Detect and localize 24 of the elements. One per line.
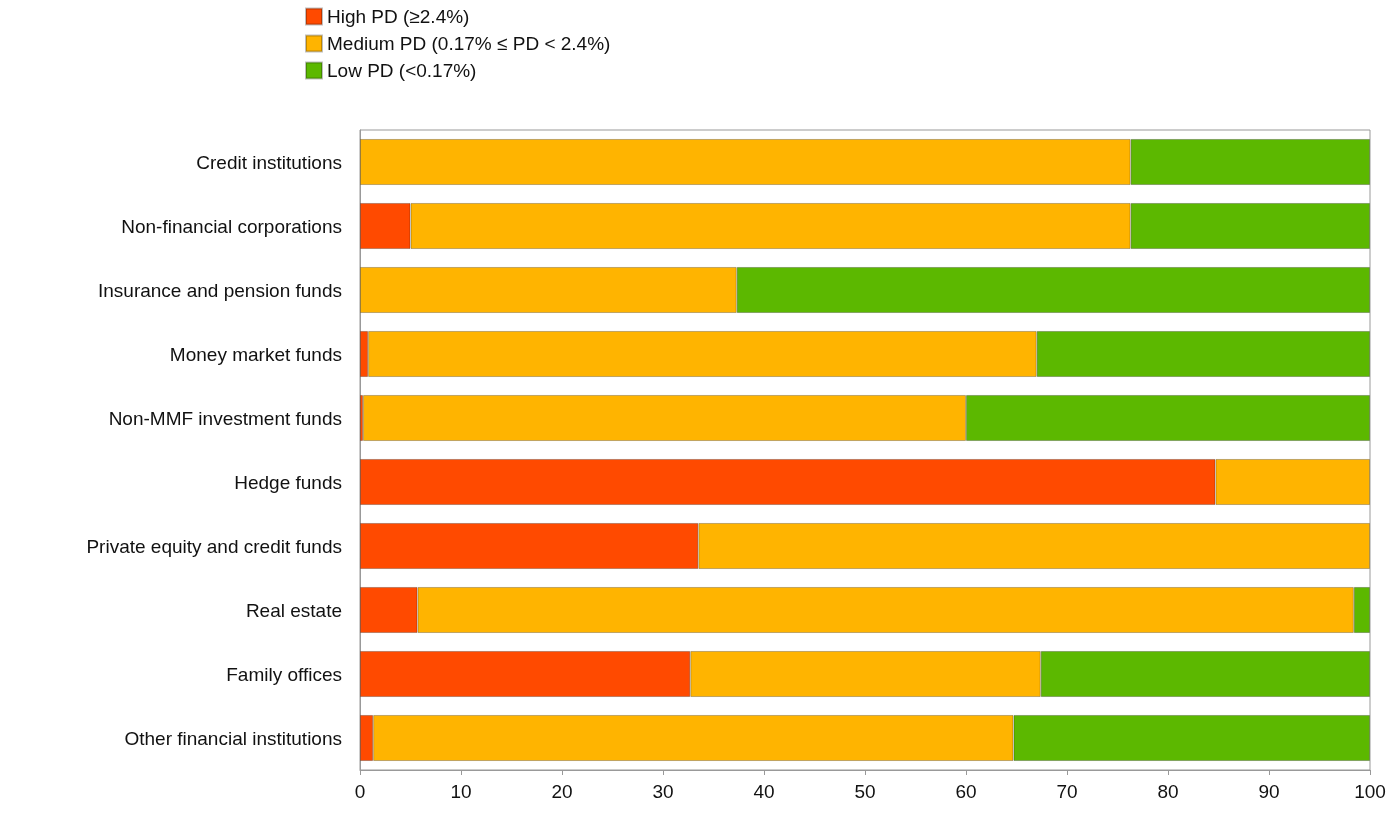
x-tick-label: 10 — [450, 781, 472, 802]
y-tick-label: Other financial institutions — [124, 727, 342, 749]
x-tick-label: 0 — [354, 781, 366, 802]
x-tick-label: 50 — [854, 781, 876, 802]
y-tick-label: Family offices — [226, 663, 342, 685]
y-tick-label: Non-MMF investment funds — [108, 407, 342, 429]
x-tick-label: 60 — [955, 781, 977, 802]
y-tick-label: Insurance and pension funds — [97, 279, 342, 301]
x-tick-label: 90 — [1258, 781, 1280, 802]
legend-label: Medium PD (0.17% ≤ PD < 2.4%) — [327, 33, 611, 54]
y-tick-label: Hedge funds — [234, 471, 342, 493]
x-tick-label: 30 — [652, 781, 674, 802]
x-tick-label: 70 — [1056, 781, 1078, 802]
legend-label: High PD (≥2.4%) — [327, 6, 470, 27]
x-tick-label: 20 — [551, 781, 573, 802]
x-tick-label: 100 — [1354, 781, 1386, 802]
x-tick-label: 40 — [753, 781, 775, 802]
x-tick-label: 80 — [1157, 781, 1179, 802]
y-tick-label: Credit institutions — [196, 151, 342, 173]
y-tick-label: Real estate — [245, 599, 342, 621]
y-tick-label: Non-financial corporations — [121, 215, 342, 237]
legend-label: Low PD (<0.17%) — [327, 60, 477, 81]
y-tick-label: Private equity and credit funds — [86, 535, 342, 557]
y-tick-label: Money market funds — [169, 343, 342, 365]
